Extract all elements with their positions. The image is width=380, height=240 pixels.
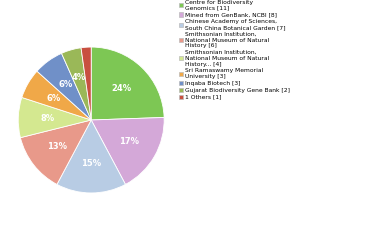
Wedge shape [91,117,164,184]
Wedge shape [81,47,91,120]
Wedge shape [57,120,125,193]
Text: 4%: 4% [72,73,86,82]
Wedge shape [22,71,91,120]
Text: 15%: 15% [81,159,101,168]
Wedge shape [18,97,91,138]
Wedge shape [62,48,91,120]
Text: 24%: 24% [112,84,132,93]
Text: 8%: 8% [40,114,54,123]
Legend: Centre for Biodiversity
Genomics [11], Mined from GenBank, NCBI [8], Chinese Aca: Centre for Biodiversity Genomics [11], M… [179,0,290,100]
Wedge shape [91,47,164,120]
Text: 6%: 6% [46,94,60,103]
Wedge shape [21,120,91,184]
Text: 17%: 17% [119,137,139,146]
Text: 13%: 13% [47,143,67,151]
Text: 6%: 6% [59,80,73,89]
Wedge shape [37,53,91,120]
